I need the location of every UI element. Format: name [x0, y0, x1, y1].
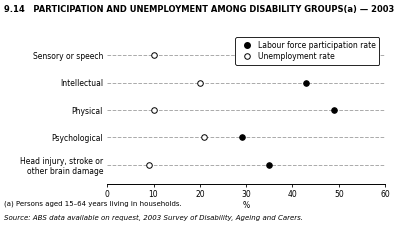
- Legend: Labour force participation rate, Unemployment rate: Labour force participation rate, Unemplo…: [235, 37, 379, 65]
- Text: 9.14   PARTICIPATION AND UNEMPLOYMENT AMONG DISABILITY GROUPS(a) — 2003: 9.14 PARTICIPATION AND UNEMPLOYMENT AMON…: [4, 5, 394, 14]
- Text: Source: ABS data available on request, 2003 Survey of Disability, Ageing and Car: Source: ABS data available on request, 2…: [4, 215, 303, 221]
- Text: (a) Persons aged 15–64 years living in households.: (a) Persons aged 15–64 years living in h…: [4, 201, 182, 207]
- X-axis label: %: %: [243, 200, 250, 210]
